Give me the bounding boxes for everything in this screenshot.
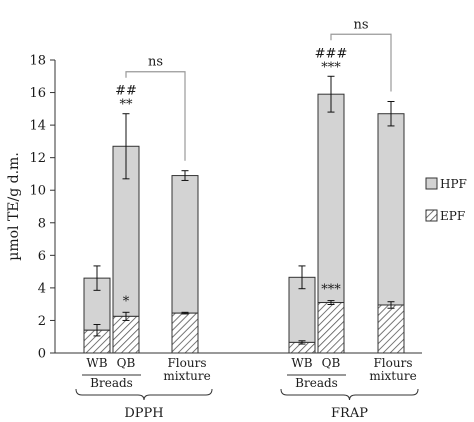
- significance-mark-epf: ***: [321, 283, 341, 298]
- y-tick-label: 2: [38, 314, 46, 329]
- bars-group: [83, 75, 405, 354]
- legend: HPF EPF: [425, 177, 467, 223]
- breads-group-label: Breads: [295, 376, 338, 390]
- y-tick-label: 12: [29, 151, 46, 166]
- significance-mark: **: [120, 98, 134, 113]
- comparison-bracket: [125, 71, 186, 161]
- x-category-label: mixture: [369, 369, 416, 383]
- x-category-label: WB: [86, 356, 107, 370]
- significance-mark: ##: [115, 84, 137, 99]
- method-label: FRAP: [331, 406, 368, 421]
- x-category-label: Flours: [167, 356, 206, 370]
- method-label: DPPH: [124, 406, 163, 421]
- comparison-label: ns: [148, 55, 163, 70]
- significance-mark-epf: *: [123, 294, 130, 309]
- bar-hpf-segment: [377, 113, 405, 306]
- bar-epf-segment: [317, 302, 345, 354]
- breads-group-label: Breads: [90, 376, 133, 390]
- y-tick-label: 18: [29, 54, 46, 69]
- x-category-label: QB: [322, 356, 341, 370]
- bar-epf-segment: [112, 315, 140, 354]
- y-tick-label: 16: [29, 86, 46, 101]
- legend-swatch-epf: [425, 209, 438, 222]
- legend-label-hpf: HPF: [440, 177, 467, 191]
- y-tick-label: 4: [38, 281, 46, 296]
- significance-mark: ***: [321, 60, 341, 75]
- bar-hpf-segment: [317, 93, 345, 304]
- y-tick-label: 14: [29, 119, 46, 134]
- bar-hpf-segment: [171, 175, 199, 314]
- bar-epf-segment: [171, 312, 199, 354]
- x-category-label: mixture: [163, 369, 210, 383]
- x-category-label: Flours: [373, 356, 412, 370]
- significance-mark: ###: [315, 46, 348, 61]
- method-brace: [75, 388, 213, 401]
- y-tick-label: 6: [38, 249, 46, 264]
- comparison-label: ns: [353, 17, 368, 32]
- comparison-bracket: [330, 33, 392, 92]
- axes-group: 0 2 4 6 8 10 12 14 16 18 µmol TE/g d.m.: [6, 54, 422, 362]
- y-tick-label: 10: [29, 184, 46, 199]
- legend-label-epf: EPF: [440, 209, 465, 223]
- y-tick-label: 0: [38, 347, 46, 362]
- method-brace: [280, 388, 419, 401]
- x-category-label: WB: [291, 356, 312, 370]
- legend-swatch-hpf: [425, 177, 438, 190]
- x-category-label: QB: [117, 356, 136, 370]
- y-tick-label: 8: [38, 216, 46, 231]
- bar-epf-segment: [377, 304, 405, 354]
- y-axis-label: µmol TE/g d.m.: [6, 152, 22, 261]
